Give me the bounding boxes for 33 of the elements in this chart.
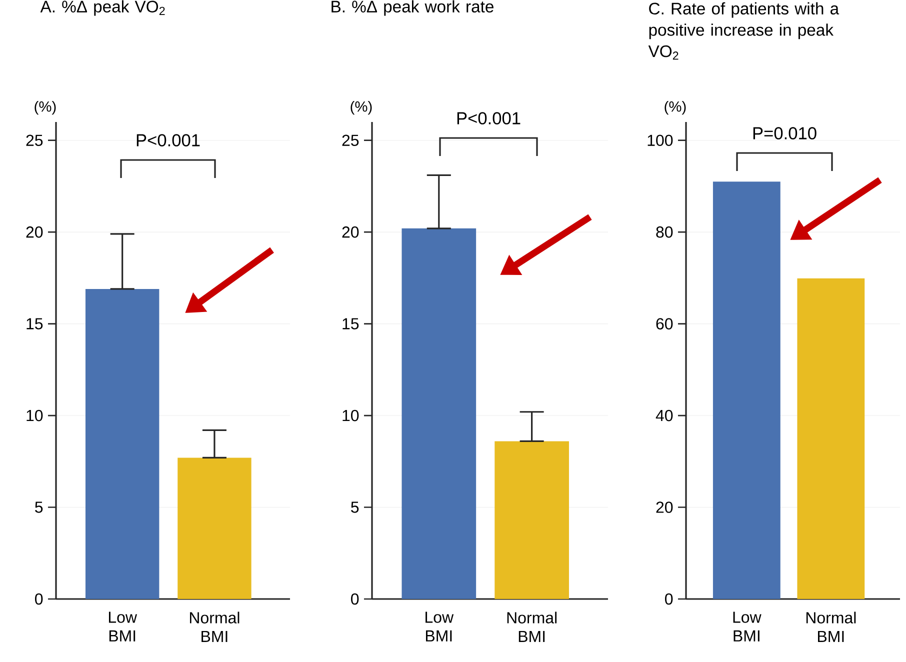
y-tick-label: 0 xyxy=(35,593,43,605)
chart-title: A. %Δ peak VO$_{2}$ xyxy=(40,0,165,16)
chart-title: B. %Δ peak work rate xyxy=(332,0,494,16)
y-axis-title: (%) xyxy=(350,100,372,115)
x-tick-label: Low BMI xyxy=(426,612,454,642)
chart-title: C. Rate of patients with a positive increase in peak VO$_{2}$ xyxy=(648,2,840,60)
annotation: P=0.010 xyxy=(753,127,816,140)
y-axis-title: (%) xyxy=(664,100,686,115)
y-tick-label: 5 xyxy=(351,502,359,513)
y-tick-label: 20 xyxy=(26,226,43,238)
annotation: P<0.001 xyxy=(457,112,520,124)
x-tick-label: Low BMI xyxy=(108,612,138,642)
annotation: P<0.001 xyxy=(136,134,200,146)
x-tick-label: Normal BMI xyxy=(806,612,856,642)
y-tick-label: 25 xyxy=(342,134,359,146)
y-tick-label: 25 xyxy=(26,134,43,146)
y-tick-label: 100 xyxy=(648,134,673,146)
y-tick-label: 0 xyxy=(351,593,359,605)
y-tick-label: 60 xyxy=(656,318,673,330)
y-tick-label: 10 xyxy=(26,410,43,422)
y-tick-label: 80 xyxy=(656,226,673,238)
y-tick-label: 5 xyxy=(35,502,43,513)
y-tick-label: 20 xyxy=(342,226,359,238)
y-tick-label: 10 xyxy=(342,410,359,422)
x-tick-label: Normal BMI xyxy=(190,612,240,642)
y-tick-label: 15 xyxy=(342,318,359,330)
y-tick-label: 15 xyxy=(26,318,43,330)
x-tick-label: Normal BMI xyxy=(507,612,557,642)
x-tick-label: Low BMI xyxy=(733,612,762,642)
y-tick-label: 40 xyxy=(656,410,673,422)
y-axis-title: (%) xyxy=(34,100,56,115)
y-tick-label: 0 xyxy=(665,593,673,605)
y-tick-label: 20 xyxy=(656,502,673,513)
